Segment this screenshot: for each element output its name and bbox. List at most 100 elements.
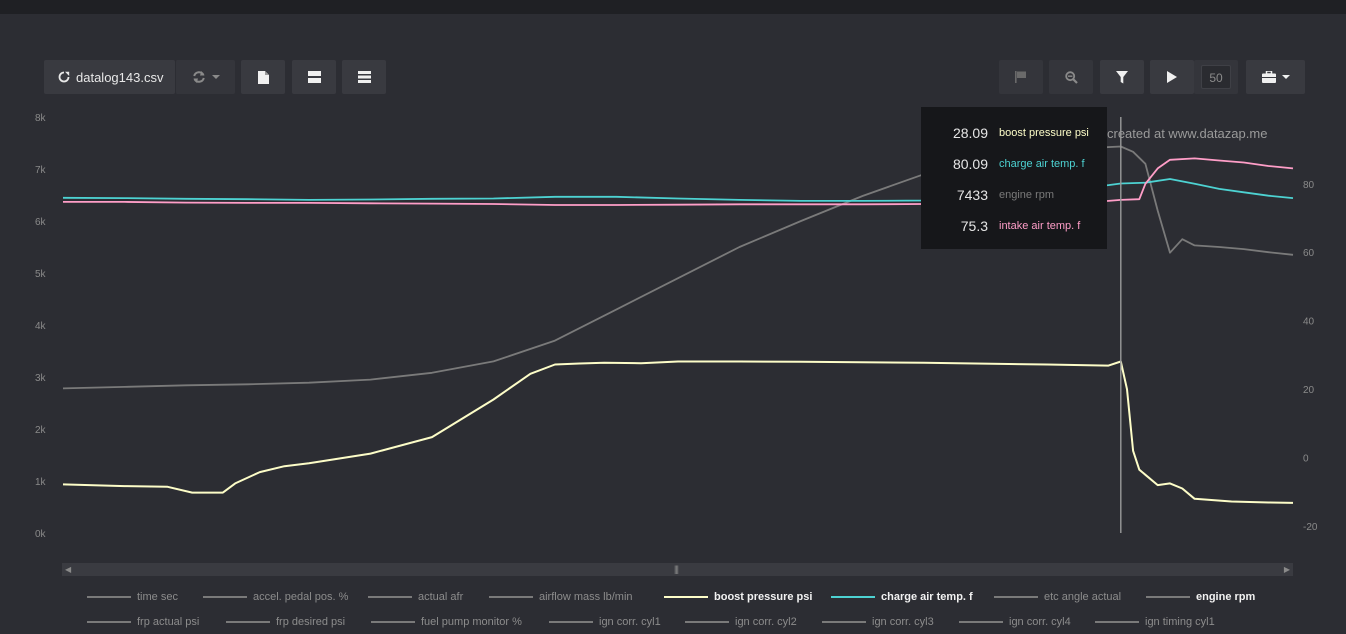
legend-label: ign corr. cyl3 bbox=[872, 616, 934, 628]
tooltip-series-name: charge air temp. f bbox=[999, 157, 1085, 170]
document-icon bbox=[257, 70, 269, 84]
tooltip-value: 75.3 bbox=[960, 217, 988, 234]
legend-label: airflow mass lb/min bbox=[539, 591, 633, 603]
legend-swatch bbox=[1095, 621, 1139, 623]
legend-item-charge-air[interactable]: charge air temp. f bbox=[831, 591, 973, 603]
legend-label: ign timing cyl1 bbox=[1145, 616, 1215, 628]
legend-label: actual afr bbox=[418, 591, 464, 603]
right-axis-tick: 60 bbox=[1303, 248, 1315, 259]
playback-speed-field[interactable]: 50 bbox=[1194, 60, 1238, 94]
file-name-label: datalog143.csv bbox=[76, 69, 164, 85]
legend-swatch bbox=[226, 621, 270, 623]
legend-label: charge air temp. f bbox=[881, 591, 973, 603]
playback-speed-input[interactable]: 50 bbox=[1201, 65, 1231, 89]
legend-label: time sec bbox=[137, 591, 178, 603]
open-file-button[interactable]: datalog143.csv bbox=[44, 60, 175, 94]
series-line-boost-pressure-psi bbox=[62, 360, 1294, 504]
legend-label: fuel pump monitor % bbox=[421, 616, 522, 628]
play-icon bbox=[1167, 71, 1177, 83]
tooltip-series-name: intake air temp. f bbox=[999, 219, 1081, 232]
zoom-out-button[interactable] bbox=[1049, 60, 1093, 94]
right-axis: -20 0 20 40 60 80 bbox=[1303, 180, 1318, 533]
chevron-down-icon bbox=[1281, 74, 1290, 80]
legend-swatch bbox=[831, 596, 875, 598]
scroll-left-icon[interactable]: ◀ bbox=[65, 565, 72, 574]
left-axis-tick: 8k bbox=[35, 113, 47, 124]
tooltip-value: 80.09 bbox=[952, 155, 988, 172]
left-axis-tick: 1k bbox=[35, 477, 47, 488]
right-axis-tick: 40 bbox=[1303, 317, 1315, 328]
legend-item-ign-corr-cyl3[interactable]: ign corr. cyl3 bbox=[822, 616, 934, 628]
play-button[interactable] bbox=[1150, 60, 1194, 94]
legend-swatch bbox=[994, 596, 1038, 598]
left-axis-tick: 7k bbox=[35, 165, 47, 176]
refresh-dropdown-button[interactable] bbox=[175, 60, 235, 94]
legend-swatch bbox=[822, 621, 866, 623]
briefcase-icon bbox=[1261, 71, 1276, 83]
legend-item-time[interactable]: time sec bbox=[87, 591, 178, 603]
left-axis-tick: 6k bbox=[35, 217, 47, 228]
scroll-right-icon[interactable]: ▶ bbox=[1283, 565, 1290, 574]
tooltip-row-intake-air: 75.3 intake air temp. f bbox=[921, 210, 1107, 241]
tooltip-series-name: boost pressure psi bbox=[999, 126, 1089, 139]
tools-dropdown-button[interactable] bbox=[1246, 60, 1305, 94]
zoom-out-icon bbox=[1064, 70, 1078, 84]
tooltip-value: 28.09 bbox=[952, 124, 988, 141]
scroll-grip-icon[interactable]: ||| bbox=[674, 564, 679, 574]
stacked-view-button[interactable] bbox=[342, 60, 386, 94]
datalog-chart[interactable]: 0k 1k 2k 3k 4k 5k 6k 7k 8k -20 0 20 40 60 80 bbox=[0, 100, 1346, 550]
flag-button[interactable] bbox=[999, 60, 1043, 94]
legend-item-accel-pedal[interactable]: accel. pedal pos. % bbox=[203, 591, 348, 603]
right-axis-tick: -20 bbox=[1303, 522, 1318, 533]
legend-item-frp-actual[interactable]: frp actual psi bbox=[87, 616, 199, 628]
legend-item-ign-timing-cyl1[interactable]: ign timing cyl1 bbox=[1095, 616, 1215, 628]
legend-swatch bbox=[685, 621, 729, 623]
stacked-view-icon bbox=[357, 71, 371, 83]
right-axis-tick: 20 bbox=[1303, 385, 1315, 396]
chevron-down-icon bbox=[211, 74, 220, 80]
chart-scrollbar[interactable]: ◀ ||| ▶ bbox=[62, 563, 1293, 576]
tooltip-row-rpm: 7433 engine rpm bbox=[921, 179, 1107, 210]
legend-item-ign-corr-cyl4[interactable]: ign corr. cyl4 bbox=[959, 616, 1071, 628]
filter-button[interactable] bbox=[1100, 60, 1144, 94]
value-tooltip: 28.09 boost pressure psi 80.09 charge ai… bbox=[921, 107, 1107, 249]
series-line-charge-air-temp-f bbox=[62, 178, 1294, 202]
legend-item-frp-desired[interactable]: frp desired psi bbox=[226, 616, 345, 628]
legend-label: etc angle actual bbox=[1044, 591, 1122, 603]
legend-label: engine rpm bbox=[1196, 591, 1256, 603]
legend-row-1: time sec accel. pedal pos. % actual afr … bbox=[0, 591, 1346, 609]
split-view-button[interactable] bbox=[292, 60, 336, 94]
split-view-icon bbox=[307, 71, 321, 83]
legend-item-etc-angle[interactable]: etc angle actual bbox=[994, 591, 1121, 603]
series-line-engine-rpm bbox=[62, 145, 1294, 390]
left-axis-tick: 3k bbox=[35, 373, 47, 384]
legend-item-airflow-mass[interactable]: airflow mass lb/min bbox=[489, 591, 633, 603]
legend-item-ign-corr-cyl1[interactable]: ign corr. cyl1 bbox=[549, 616, 661, 628]
left-axis-tick: 5k bbox=[35, 269, 47, 280]
left-axis: 0k 1k 2k 3k 4k 5k 6k 7k 8k bbox=[35, 113, 47, 540]
series-lines bbox=[62, 145, 1294, 504]
new-document-button[interactable] bbox=[241, 60, 285, 94]
left-axis-tick: 4k bbox=[35, 321, 47, 332]
legend-swatch bbox=[1146, 596, 1190, 598]
right-axis-tick: 0 bbox=[1303, 454, 1309, 465]
legend-item-fuel-pump[interactable]: fuel pump monitor % bbox=[371, 616, 522, 628]
legend-label: frp desired psi bbox=[276, 616, 346, 628]
external-link-icon bbox=[58, 71, 70, 83]
legend-item-ign-corr-cyl2[interactable]: ign corr. cyl2 bbox=[685, 616, 797, 628]
legend-swatch bbox=[959, 621, 1003, 623]
legend-swatch bbox=[371, 621, 415, 623]
legend-swatch bbox=[368, 596, 412, 598]
legend-row-2: frp actual psi frp desired psi fuel pump… bbox=[0, 616, 1346, 634]
flag-icon bbox=[1015, 71, 1027, 83]
legend-swatch bbox=[549, 621, 593, 623]
watermark: created at www.datazap.me bbox=[1107, 126, 1268, 141]
legend-item-boost[interactable]: boost pressure psi bbox=[664, 591, 812, 603]
legend-item-actual-afr[interactable]: actual afr bbox=[368, 591, 463, 603]
series-line-intake-air-temp-f bbox=[63, 157, 1294, 206]
legend-label: ign corr. cyl2 bbox=[735, 616, 797, 628]
left-axis-tick: 0k bbox=[35, 529, 47, 540]
legend-label: ign corr. cyl1 bbox=[599, 616, 661, 628]
refresh-icon bbox=[192, 70, 206, 84]
legend-item-engine-rpm[interactable]: engine rpm bbox=[1146, 591, 1255, 603]
